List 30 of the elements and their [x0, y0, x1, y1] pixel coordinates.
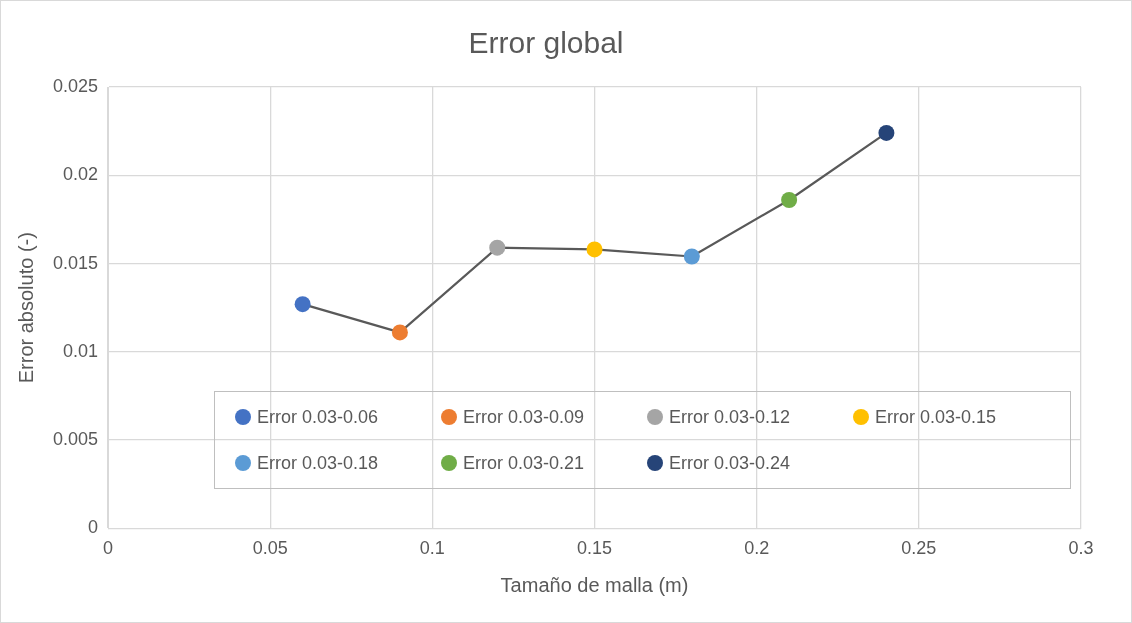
- x-tick-label: 0.25: [901, 538, 937, 559]
- legend-label: Error 0.03-0.21: [463, 452, 585, 474]
- x-tick-label: 0.1: [419, 538, 445, 559]
- point: [683, 248, 700, 265]
- point: [489, 239, 506, 256]
- point: [294, 296, 311, 313]
- point: [391, 324, 408, 341]
- x-axis-title: Tamaño de malla (m): [500, 573, 689, 596]
- point: [586, 241, 603, 258]
- legend-label: Error 0.03-0.24: [669, 452, 791, 474]
- y-tick-label: 0.005: [53, 429, 99, 450]
- y-tick-label: 0: [88, 517, 99, 538]
- x-tick-label: 0.2: [744, 538, 770, 559]
- y-tick-label: 0.02: [63, 164, 99, 185]
- y-tick-label: 0.01: [63, 340, 99, 361]
- y-tick-label: 0.015: [53, 252, 99, 273]
- point: [781, 192, 798, 208]
- x-tick-label: 0.3: [1068, 538, 1094, 559]
- legend-label: Error 0.03-0.09: [463, 406, 585, 428]
- legend-label: Error 0.03-0.06: [257, 406, 379, 428]
- chart-title: Error global: [468, 26, 624, 60]
- y-tick-label: 0.025: [53, 75, 99, 96]
- y-axis-title: Error absoluto (-): [14, 232, 37, 384]
- legend-label: Error 0.03-0.15: [875, 406, 997, 428]
- x-tick-label: 0.15: [577, 538, 613, 559]
- legend-label: Error 0.03-0.12: [669, 406, 791, 428]
- legend-label: Error 0.03-0.18: [257, 452, 379, 474]
- point: [878, 124, 895, 141]
- x-tick-label: 0.05: [252, 538, 288, 559]
- x-tick-label: 0: [103, 538, 114, 559]
